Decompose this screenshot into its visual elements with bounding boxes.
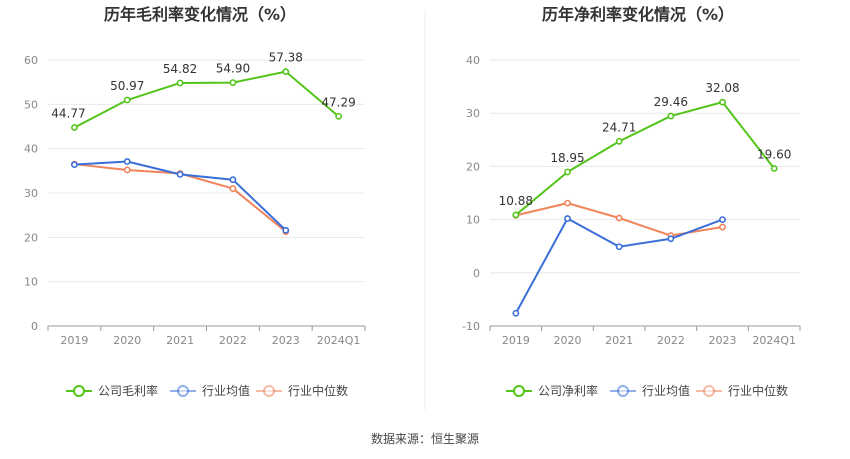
legend-item[interactable]: 公司毛利率 bbox=[66, 383, 158, 398]
data-point[interactable] bbox=[229, 176, 237, 184]
data-point[interactable] bbox=[719, 223, 726, 231]
legend-marker bbox=[617, 385, 629, 397]
y-tick-label: 10 bbox=[466, 214, 480, 227]
legend-marker bbox=[263, 385, 275, 397]
data-point[interactable] bbox=[564, 168, 571, 176]
y-tick-label: 30 bbox=[466, 107, 480, 120]
data-point[interactable] bbox=[229, 185, 237, 192]
data-point[interactable] bbox=[512, 211, 520, 219]
x-tick-label: 2021 bbox=[166, 334, 194, 347]
net-margin-chart: 历年净利率变化情况（%） -10 0 10 20 30 40 2019 2020 2021 2022… bbox=[462, 5, 801, 398]
data-label: 54.90 bbox=[216, 62, 250, 76]
legend-item[interactable]: 公司净利率 bbox=[506, 383, 598, 398]
y-tick-label: 60 bbox=[24, 54, 38, 67]
data-point[interactable] bbox=[335, 112, 342, 120]
data-label: 32.08 bbox=[705, 81, 739, 95]
data-point[interactable] bbox=[176, 79, 184, 87]
y-tick-label: 50 bbox=[24, 98, 38, 111]
x-tick-label: 2024Q1 bbox=[317, 334, 361, 347]
data-point[interactable] bbox=[719, 216, 726, 223]
x-tick-label: 2023 bbox=[709, 334, 737, 347]
data-point[interactable] bbox=[564, 199, 571, 207]
x-tick-label: 2024Q1 bbox=[752, 334, 796, 347]
x-tick-label: 2022 bbox=[657, 334, 685, 347]
y-tick-label: 0 bbox=[473, 267, 480, 280]
series-line-公司毛利率 bbox=[73, 70, 340, 129]
data-point[interactable] bbox=[667, 235, 675, 243]
data-point[interactable] bbox=[615, 243, 623, 251]
data-point[interactable] bbox=[123, 96, 131, 104]
legend-label: 行业均值 bbox=[202, 383, 250, 398]
y-tick-label: 0 bbox=[31, 320, 38, 333]
legend-marker bbox=[513, 385, 525, 397]
chart-title: 历年净利率变化情况（%） bbox=[542, 5, 734, 24]
legend-marker bbox=[703, 385, 715, 397]
data-point[interactable] bbox=[615, 137, 623, 145]
legend-item[interactable]: 行业均值 bbox=[170, 383, 250, 398]
data-point[interactable] bbox=[512, 309, 520, 317]
legend-item[interactable]: 行业中位数 bbox=[256, 383, 348, 398]
data-point[interactable] bbox=[282, 226, 290, 234]
legend-marker bbox=[177, 385, 189, 397]
data-point[interactable] bbox=[282, 68, 290, 76]
legend-label: 公司毛利率 bbox=[98, 383, 158, 398]
data-point[interactable] bbox=[667, 112, 675, 120]
y-tick-label: 10 bbox=[24, 276, 38, 289]
data-point[interactable] bbox=[719, 98, 726, 106]
legend-item[interactable]: 行业均值 bbox=[610, 383, 690, 398]
data-point[interactable] bbox=[71, 161, 78, 169]
data-point[interactable] bbox=[615, 214, 623, 222]
data-label: 19.60 bbox=[757, 148, 791, 162]
data-label: 18.95 bbox=[550, 151, 584, 165]
y-tick-label: 20 bbox=[466, 160, 480, 173]
x-tick-label: 2020 bbox=[113, 334, 141, 347]
data-source: 数据来源：恒生聚源 bbox=[371, 431, 479, 446]
data-point[interactable] bbox=[123, 158, 131, 165]
y-tick-label: 40 bbox=[466, 54, 480, 67]
data-label: 57.38 bbox=[269, 51, 303, 65]
legend-marker bbox=[73, 385, 85, 397]
data-point[interactable] bbox=[229, 79, 237, 87]
data-point[interactable] bbox=[564, 215, 571, 222]
chart-title: 历年毛利率变化情况（%） bbox=[104, 5, 296, 24]
x-tick-label: 2019 bbox=[502, 334, 530, 347]
legend-item[interactable]: 行业中位数 bbox=[696, 383, 788, 398]
data-point[interactable] bbox=[770, 165, 778, 172]
x-tick-label: 2021 bbox=[605, 334, 633, 347]
x-tick-label: 2019 bbox=[60, 334, 88, 347]
data-label: 54.82 bbox=[163, 62, 197, 76]
x-tick-label: 2022 bbox=[219, 334, 247, 347]
x-tick-label: 2020 bbox=[554, 334, 582, 347]
y-tick-label: 20 bbox=[24, 231, 38, 244]
data-label: 47.29 bbox=[321, 95, 355, 109]
data-label: 10.88 bbox=[499, 194, 533, 208]
legend-label: 公司净利率 bbox=[538, 383, 598, 398]
legend-label: 行业中位数 bbox=[728, 383, 788, 398]
series-line-公司净利率 bbox=[515, 101, 775, 216]
gross-margin-chart: 历年毛利率变化情况（%） 0 10 20 30 40 50 60 2019 2020 2021 202… bbox=[24, 5, 366, 398]
data-point[interactable] bbox=[71, 124, 78, 131]
x-tick-label: 2023 bbox=[272, 334, 300, 347]
legend-label: 行业中位数 bbox=[288, 383, 348, 398]
data-point[interactable] bbox=[123, 166, 131, 174]
data-label: 24.71 bbox=[602, 120, 636, 134]
y-tick-label: -10 bbox=[462, 320, 480, 333]
data-point[interactable] bbox=[176, 170, 184, 178]
data-label: 50.97 bbox=[110, 79, 144, 93]
y-tick-label: 40 bbox=[24, 143, 38, 156]
data-label: 44.77 bbox=[51, 107, 85, 121]
legend-label: 行业均值 bbox=[642, 383, 690, 398]
y-tick-label: 30 bbox=[24, 187, 38, 200]
data-label: 29.46 bbox=[654, 95, 688, 109]
